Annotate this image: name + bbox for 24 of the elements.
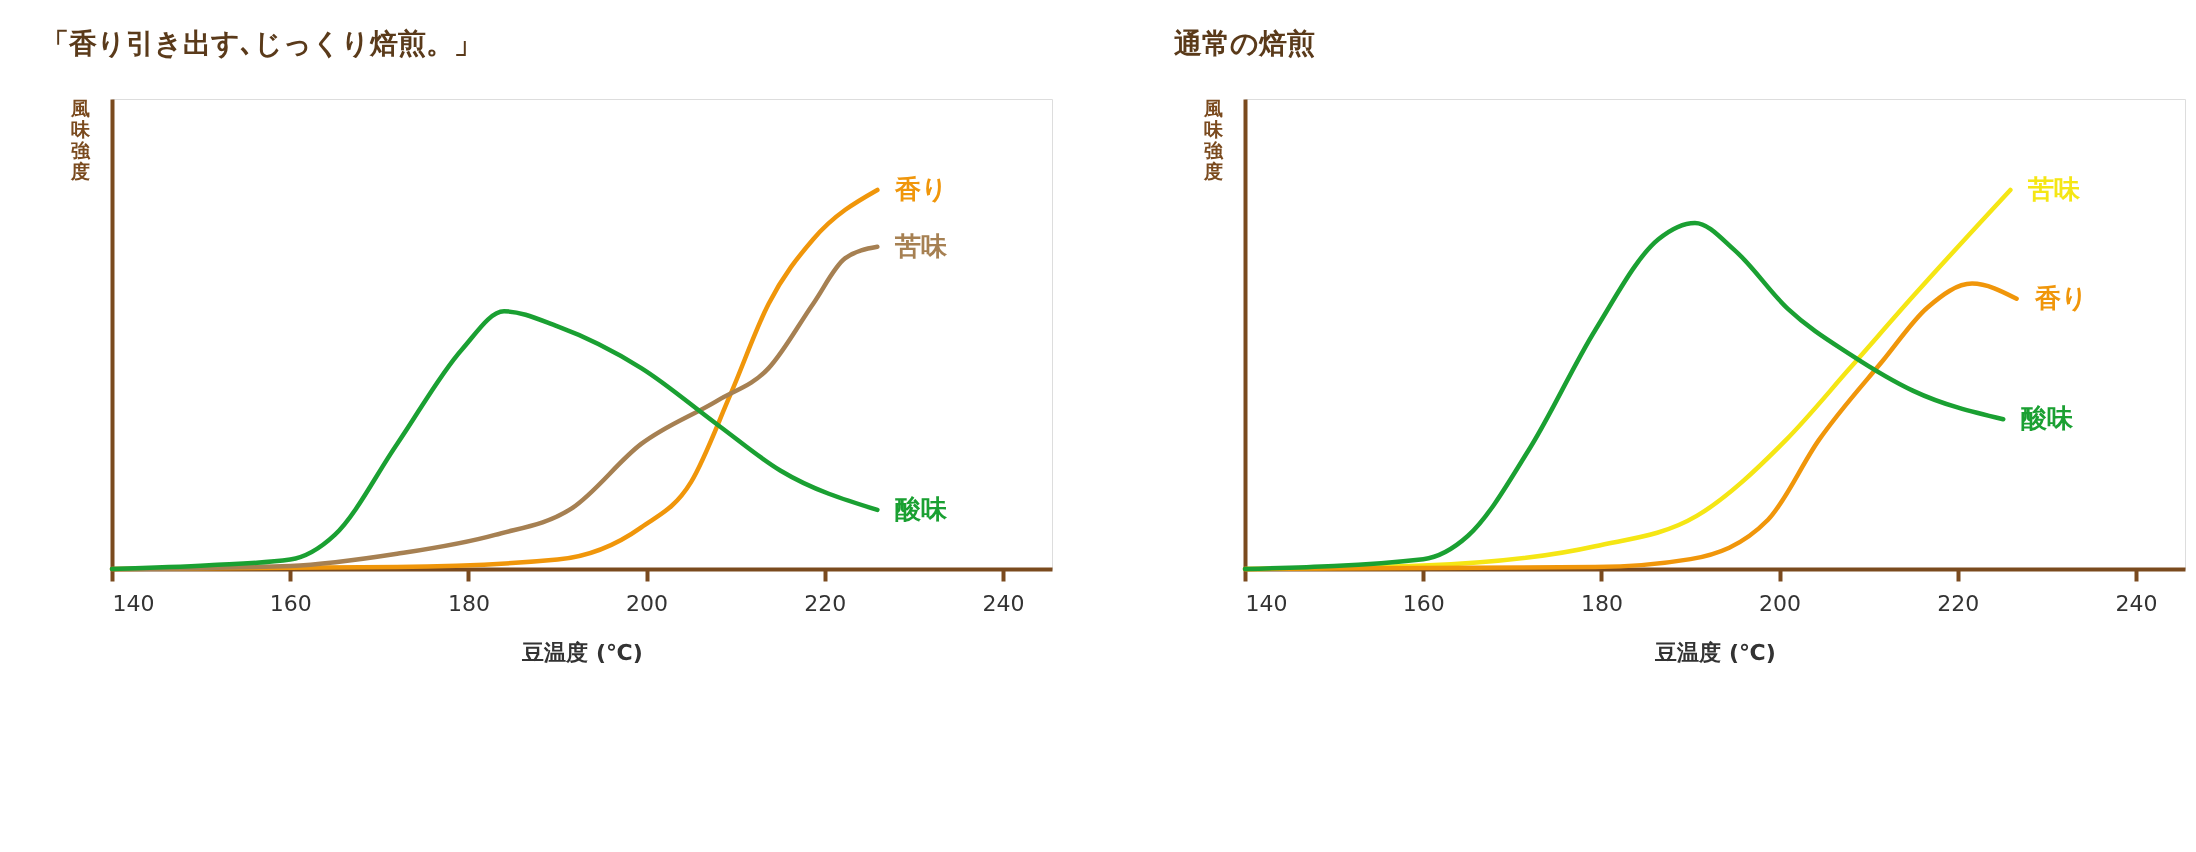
x-tick-label: 220 xyxy=(1937,590,1980,616)
x-tick-label: 220 xyxy=(804,590,847,616)
x-tick-label: 240 xyxy=(982,590,1025,616)
x-tick-label: 240 xyxy=(2115,590,2158,616)
series-label: 香り xyxy=(894,173,949,204)
x-tick-label: 140 xyxy=(112,590,155,616)
series-label: 酸味 xyxy=(895,493,949,524)
x-tick-label: 160 xyxy=(1402,590,1445,616)
series-label: 香り xyxy=(2033,282,2088,313)
x-tick-label: 180 xyxy=(447,590,490,616)
y-axis-title: 風味強度 xyxy=(70,96,91,182)
chart-title: 通常の焙煎 xyxy=(1173,27,1315,60)
x-axis-title: 豆温度 (℃) xyxy=(1654,639,1776,665)
x-tick-label: 140 xyxy=(1245,590,1288,616)
series-label: 苦味 xyxy=(894,230,949,261)
x-tick-label: 200 xyxy=(1759,590,1802,616)
chart-title: 「香り引き出す､じっくり焙煎。」 xyxy=(40,27,482,60)
series-label: 苦味 xyxy=(2027,173,2082,204)
series-label: 酸味 xyxy=(2021,403,2075,434)
x-tick-label: 200 xyxy=(626,590,669,616)
y-axis-title: 風味強度 xyxy=(1203,96,1224,182)
x-tick-label: 160 xyxy=(269,590,312,616)
x-tick-label: 180 xyxy=(1580,590,1623,616)
x-axis-title: 豆温度 (℃) xyxy=(521,639,643,665)
